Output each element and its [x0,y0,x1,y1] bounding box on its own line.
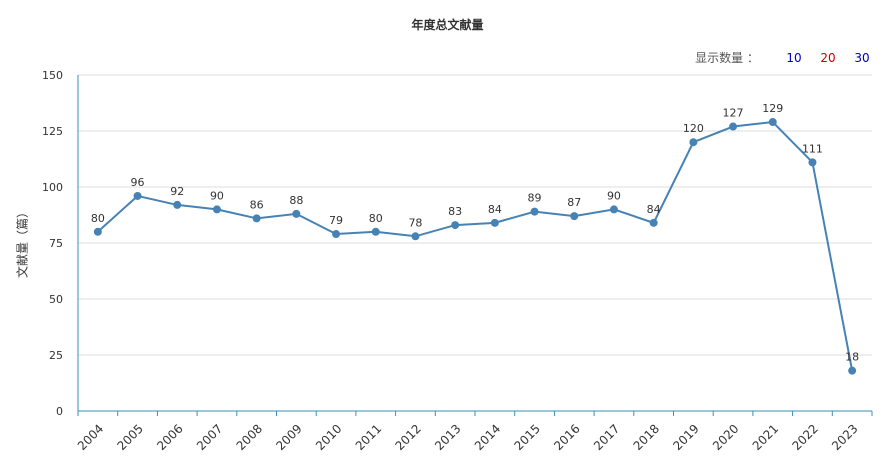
data-point [332,230,341,239]
x-tick-label: 2021 [750,422,781,453]
chart-title: 年度总文献量 [411,18,484,32]
x-tick-label: 2022 [789,422,820,453]
data-point [768,118,777,127]
data-label: 129 [762,102,783,115]
x-tick-label: 2017 [591,422,622,453]
y-tick-label: 0 [56,405,63,418]
x-tick-label: 2012 [392,422,423,453]
x-tick-label: 2009 [273,422,304,453]
x-tick-label: 2013 [432,422,463,453]
data-point [490,218,499,227]
x-tick-label: 2023 [829,422,860,453]
data-point [530,207,539,216]
data-label: 84 [488,203,502,216]
y-tick-label: 150 [42,69,63,82]
data-label: 89 [528,192,542,205]
x-tick-label: 2006 [154,422,185,453]
data-label: 120 [683,122,704,135]
data-label: 127 [723,107,744,120]
x-tick-label: 2011 [353,422,384,453]
data-label: 79 [329,214,343,227]
x-tick-label: 2015 [512,422,543,453]
data-label: 78 [408,216,422,229]
data-point [212,205,221,214]
x-tick-label: 2004 [75,422,106,453]
display-count-selector: 显示数量 ： 10 20 30 [695,49,875,66]
data-label: 80 [91,212,105,225]
data-label: 84 [647,203,661,216]
data-label: 18 [845,351,859,364]
x-tick-label: 2020 [710,422,741,453]
x-tick-label: 2010 [313,422,344,453]
data-point [649,218,658,227]
data-point [848,366,857,375]
series-line [97,120,854,371]
data-label: 86 [250,198,264,211]
data-label: 80 [369,212,383,225]
data-point [292,209,301,218]
data-label: 83 [448,205,462,218]
data-point [451,221,460,230]
display-count-option-30[interactable]: 30 [854,50,870,65]
x-tick-label: 2007 [194,422,225,453]
data-label: 92 [170,185,184,198]
data-point [689,138,698,147]
data-point [570,212,579,221]
display-count-label: 显示数量 ： [695,51,759,65]
data-point [133,191,142,200]
data-label: 88 [289,194,303,207]
x-tick-label: 2018 [631,422,662,453]
data-point [808,158,817,167]
x-tick-label: 2016 [551,422,582,453]
data-label: 90 [607,189,621,202]
y-tick-label: 25 [49,349,63,362]
display-count-option-20[interactable]: 20 [820,50,836,65]
data-label: 96 [131,176,145,189]
y-tick-label: 125 [42,125,63,138]
x-tick-label: 2008 [234,422,265,453]
data-point [371,227,380,236]
data-label: 87 [567,196,581,209]
data-point [609,205,618,214]
data-label: 90 [210,189,224,202]
data-point [252,214,261,223]
data-point [729,122,738,131]
y-tick-label: 75 [49,237,63,250]
y-tick-label: 50 [49,293,63,306]
x-tick-label: 2005 [115,422,146,453]
data-point [93,227,102,236]
x-tick-label: 2014 [472,422,503,453]
x-tick-label: 2019 [670,422,701,453]
y-tick-label: 100 [42,181,63,194]
data-label: 111 [802,142,823,155]
data-point [173,200,182,209]
data-point [411,232,420,241]
display-count-option-10[interactable]: 10 [786,50,802,65]
